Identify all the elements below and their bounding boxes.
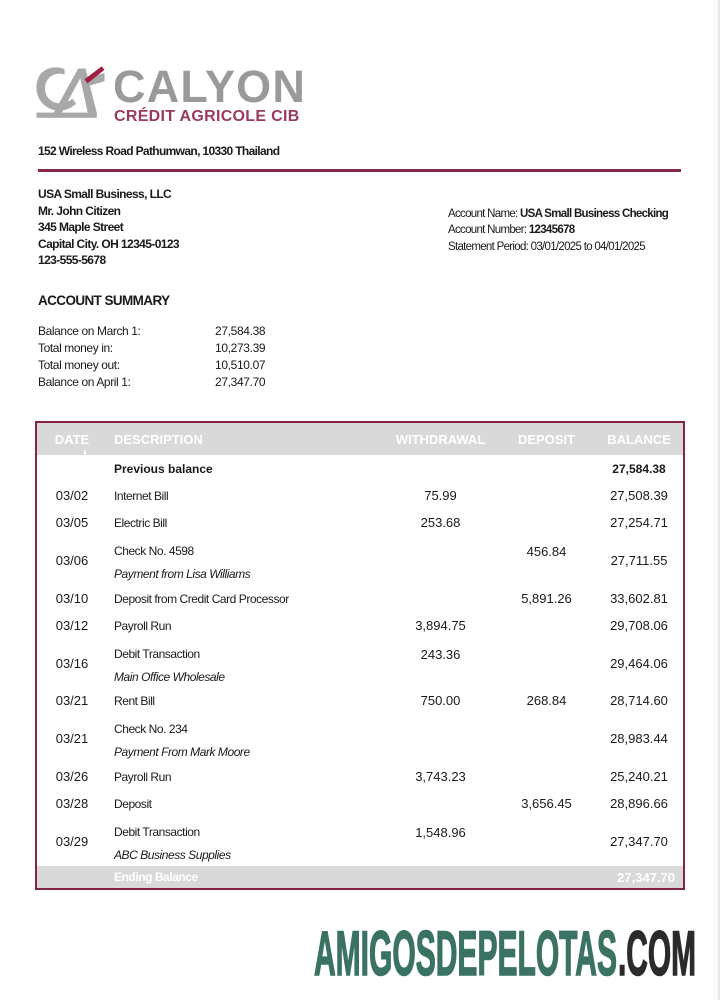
svg-text:AMIGOSDEPELOTAS: AMIGOSDEPELOTAS bbox=[314, 920, 617, 989]
svg-text:.COM: .COM bbox=[618, 920, 696, 989]
